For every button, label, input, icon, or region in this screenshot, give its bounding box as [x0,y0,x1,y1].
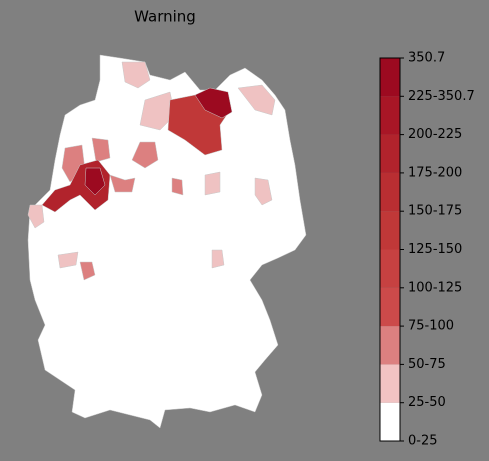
region [237,84,276,116]
colorbar-segment [380,58,400,97]
region [254,177,273,206]
germany-map [27,54,307,429]
colorbar-segment [380,134,400,173]
region [194,87,233,119]
colorbar-label: 0-25 [408,434,438,449]
colorbar-label: 150-175 [408,204,462,219]
region [57,251,79,269]
colorbar-label: 125-150 [408,242,462,257]
region [139,91,176,131]
colorbar-label: 200-225 [408,127,462,142]
colorbar-label: 75-100 [408,319,454,334]
colorbar-label: 225-350.7 [408,89,475,104]
region [27,204,45,229]
colorbar-segment [380,96,400,135]
colorbar-segment [380,326,400,365]
colorbar-label: 350.7 [408,51,445,66]
colorbar-label: 50-75 [408,357,446,372]
colorbar-segment [380,402,400,441]
region [121,61,151,89]
colorbar-segment [380,364,400,403]
colorbar-label: 25-50 [408,395,446,410]
colorbar-label: 100-125 [408,280,462,295]
colorbar-segment [380,211,400,250]
region [84,167,106,196]
region [131,141,159,169]
colorbar-segment [380,172,400,212]
region [109,174,136,193]
colorbar-segment [380,249,400,288]
map-title: Warning [134,8,196,26]
region [211,249,225,269]
colorbar-label: 175-200 [408,165,462,180]
region [91,137,111,163]
colorbar: 0-25 25-50 50-75 75-100 100-125 125-150 150-17… [379,51,475,449]
region [204,171,221,196]
colorbar-segment [380,287,400,327]
region [171,177,184,196]
region [79,261,96,281]
